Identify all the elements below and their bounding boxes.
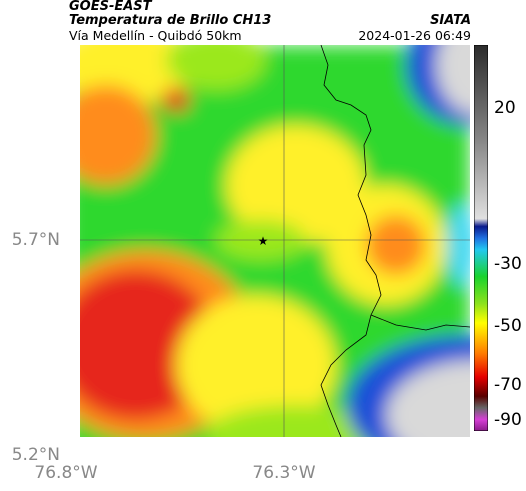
subtitle-region: Vía Medellín - Quibdó 50km [69,28,242,43]
y-tick-label: 5.7°N [11,230,60,250]
colorbar [474,45,488,431]
x-tick-label: 76.8°W [34,463,98,483]
org-label: SIATA [430,13,471,28]
border-line [320,45,382,437]
title-product: Temperatura de Brillo CH13 [69,13,272,28]
colorbar-tick: -70 [494,375,522,395]
border-line-east [370,314,470,331]
colorbar-tick: -90 [494,410,522,430]
timestamp: 2024-01-26 06:49 [358,28,471,43]
colorbar-tick: -50 [494,316,522,336]
colorbar-tick: 20 [494,98,516,118]
location-marker: ★ [258,234,269,248]
y-tick-label: 5.2°N [11,445,60,465]
x-tick-label: 76.3°W [252,463,316,483]
title-satellite: GOES-EAST [69,0,152,14]
temperature-field [80,45,470,437]
colorbar-tick: -30 [494,254,522,274]
satellite-map[interactable]: ★ [66,45,470,457]
